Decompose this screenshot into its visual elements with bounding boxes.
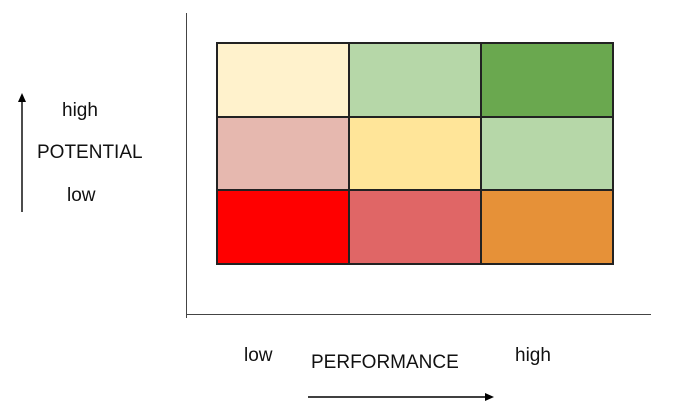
matrix-cell: [217, 190, 349, 264]
matrix-cell: [349, 190, 481, 264]
matrix-cell: [481, 190, 613, 264]
matrix-cell: [217, 116, 349, 191]
potential-arrow-icon: [18, 93, 26, 212]
matrix-cell: [481, 43, 613, 117]
x-axis-high-label: high: [515, 345, 551, 366]
x-axis-line: [187, 314, 651, 315]
y-axis-low-label: low: [67, 185, 96, 206]
x-axis-low-label: low: [244, 345, 273, 366]
performance-arrow-icon: [308, 393, 494, 401]
y-axis-title: POTENTIAL: [37, 142, 143, 163]
matrix-cell: [349, 43, 481, 117]
y-axis-high-label: high: [62, 100, 98, 121]
matrix-cell: [349, 116, 481, 191]
matrix-cell: [481, 116, 613, 191]
performance-potential-matrix: [216, 42, 614, 265]
x-axis-title: PERFORMANCE: [311, 352, 459, 373]
y-axis-line: [186, 13, 187, 318]
matrix-cell: [217, 43, 349, 117]
